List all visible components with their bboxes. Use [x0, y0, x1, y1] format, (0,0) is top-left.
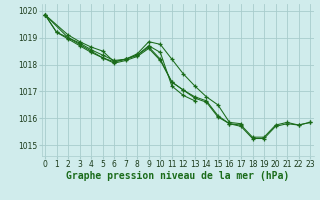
X-axis label: Graphe pression niveau de la mer (hPa): Graphe pression niveau de la mer (hPa) [66, 171, 289, 181]
